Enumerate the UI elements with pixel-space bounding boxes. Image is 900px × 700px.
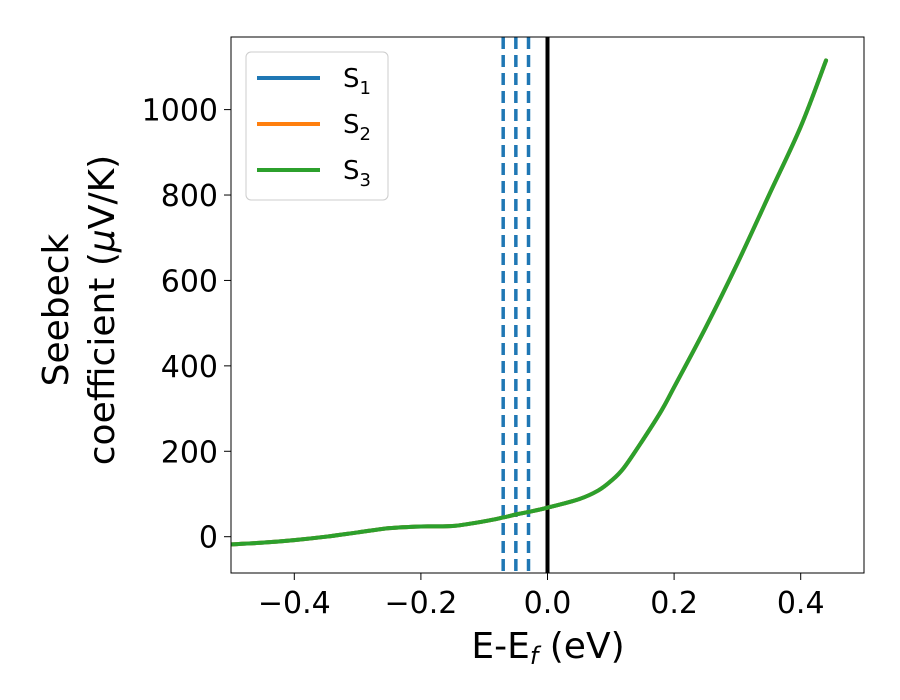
y-tick-label: 800 <box>161 179 218 214</box>
y-axis-label-line2: coefficient (μV/K) <box>82 155 123 465</box>
legend: S1 S2 S3 <box>245 51 389 201</box>
x-axis-label: E-Ef (eV) <box>471 626 624 670</box>
x-tick-label: −0.4 <box>258 586 331 621</box>
y-axis-label-line1: Seebeck <box>36 233 77 386</box>
y-tick-label: 400 <box>161 350 218 385</box>
y-tick-label: 200 <box>161 435 218 470</box>
x-tick-label: −0.2 <box>384 586 457 621</box>
x-tick-label: 0.0 <box>524 586 572 621</box>
legend-label-s1: S1 <box>343 64 371 99</box>
x-tick-label: 0.4 <box>777 586 825 621</box>
y-tick-label: 1000 <box>142 94 218 129</box>
y-tick-label: 600 <box>161 264 218 299</box>
x-axis-ticks: −0.4 −0.2 0.0 0.2 0.4 <box>258 573 825 621</box>
legend-label-s2: S2 <box>343 110 371 145</box>
legend-label-s3: S3 <box>343 156 371 191</box>
vertical-markers <box>501 37 550 573</box>
series-line-s3 <box>231 58 829 547</box>
y-axis-ticks: 0 200 400 600 800 1000 <box>142 94 231 556</box>
x-tick-label: 0.2 <box>650 586 698 621</box>
y-axis-label: Seebeck coefficient (μV/K) <box>36 155 123 465</box>
series-lines <box>231 58 829 547</box>
y-tick-label: 0 <box>199 521 218 556</box>
